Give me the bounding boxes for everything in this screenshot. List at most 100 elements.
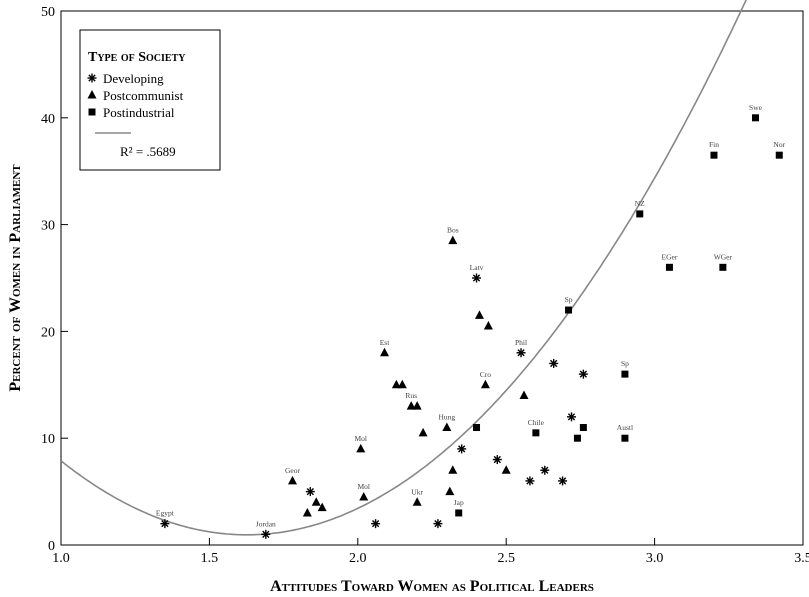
square-point	[565, 306, 573, 314]
x-tick-label: 2.5	[497, 551, 515, 566]
square-point	[455, 509, 463, 517]
square-point	[665, 263, 673, 271]
x-tick-label: 1.5	[201, 551, 219, 566]
x-tick-label: 3.5	[794, 551, 809, 566]
triangle-point	[412, 497, 422, 506]
axis-ticks: 1.0 1.5 2.0 2.5 3.0 3.5 0 10 20 30 40 50	[41, 5, 809, 566]
y-tick-label: 0	[48, 539, 55, 554]
square-point	[573, 434, 581, 442]
asterisk-point	[433, 519, 443, 529]
triangle-point	[302, 507, 312, 517]
x-tick-label: 2.0	[349, 551, 367, 566]
triangle-point	[519, 390, 529, 399]
data-points: Egypt Jordan Latv Phil Geor Mol Mol Est Rus Ukr Bo…	[156, 103, 786, 539]
y-tick-label: 50	[41, 5, 55, 20]
asterisk-point	[305, 487, 315, 497]
triangle-point	[311, 497, 321, 506]
point-label: Austl	[617, 423, 633, 432]
point-label: Mol	[357, 482, 370, 491]
point-label: Jap	[454, 498, 464, 507]
point-label: WGer	[714, 252, 733, 261]
square-point	[710, 151, 718, 159]
point-label: Sp	[621, 359, 629, 368]
point-label: Geor	[285, 466, 300, 475]
point-label: Phil	[515, 338, 527, 347]
triangle-point	[356, 443, 366, 453]
y-tick-label: 30	[41, 219, 55, 234]
triangle-point	[412, 401, 422, 410]
triangle-point	[359, 491, 369, 501]
asterisk-point	[457, 444, 467, 454]
asterisk-point	[578, 369, 588, 379]
point-label: Rus	[405, 391, 417, 400]
x-tick-label: 1.0	[52, 551, 70, 566]
point-label: Mol	[355, 434, 368, 443]
triangle-point	[448, 235, 458, 245]
legend-box	[79, 29, 221, 171]
triangle-point	[483, 321, 493, 330]
y-tick-label: 20	[41, 325, 55, 340]
square-point	[532, 429, 540, 437]
legend-items: Developing Postcommunist Postindustrial	[87, 71, 184, 120]
triangle-point	[391, 379, 401, 389]
y-axis-title: Percent of Women in Parliament	[7, 164, 24, 392]
asterisk-point	[516, 348, 526, 358]
asterisk-point	[558, 476, 568, 486]
legend-title: Type of Society	[88, 50, 186, 65]
x-axis-title: Attitudes Toward Women as Political Lead…	[270, 578, 594, 595]
point-label: Ukr	[411, 487, 423, 496]
asterisk-point	[549, 358, 559, 368]
triangle-point	[442, 422, 452, 432]
point-label: Hung	[439, 413, 456, 422]
triangle-point	[501, 465, 511, 474]
asterisk-point	[492, 455, 502, 465]
square-point	[579, 424, 587, 432]
triangle-point	[380, 347, 390, 357]
triangle-point	[288, 475, 298, 485]
legend-marker-triangle	[87, 90, 97, 99]
triangle-point	[406, 401, 416, 410]
fit-curve	[60, 0, 747, 536]
triangle-point	[418, 427, 428, 437]
asterisk-point	[472, 273, 482, 283]
triangle-point	[445, 486, 455, 496]
triangle-point	[480, 379, 490, 389]
y-tick-label: 10	[41, 432, 55, 447]
point-label: Cro	[480, 370, 492, 379]
square-point	[775, 151, 783, 159]
point-label: Swe	[749, 103, 763, 112]
square-point	[621, 434, 629, 442]
triangle-point	[474, 310, 484, 319]
asterisk-point	[160, 519, 170, 529]
legend-marker-asterisk	[87, 73, 97, 83]
square-point	[621, 370, 629, 378]
point-label: Latv	[470, 263, 484, 272]
point-label: NZ	[635, 199, 645, 208]
point-label: Bos	[447, 226, 459, 235]
point-label: Est	[380, 338, 391, 347]
square-point	[752, 114, 760, 122]
triangle-point	[448, 465, 458, 474]
point-label: Sp	[565, 295, 573, 304]
legend-entry-label: Developing	[103, 71, 164, 86]
point-label: Jordan	[256, 519, 276, 528]
point-label: Fin	[709, 140, 719, 149]
point-label: Egypt	[156, 509, 175, 518]
triangle-point	[317, 502, 327, 512]
square-point	[473, 424, 481, 432]
legend: Type of Society Developing Postcommunist P…	[79, 29, 221, 171]
legend-entry-label: Postcommunist	[103, 88, 184, 103]
point-label: EGer	[662, 252, 678, 261]
x-tick-label: 3.0	[646, 551, 664, 566]
point-label: Nor	[773, 140, 785, 149]
asterisk-point	[525, 476, 535, 486]
legend-entry-label: Postindustrial	[103, 105, 175, 120]
square-point	[719, 263, 727, 271]
plot-frame	[60, 10, 804, 546]
legend-fit-label: R² = .5689	[120, 144, 176, 159]
asterisk-point	[566, 412, 576, 422]
triangle-point	[397, 379, 407, 389]
legend-marker-square	[88, 108, 96, 116]
asterisk-point	[540, 465, 550, 475]
